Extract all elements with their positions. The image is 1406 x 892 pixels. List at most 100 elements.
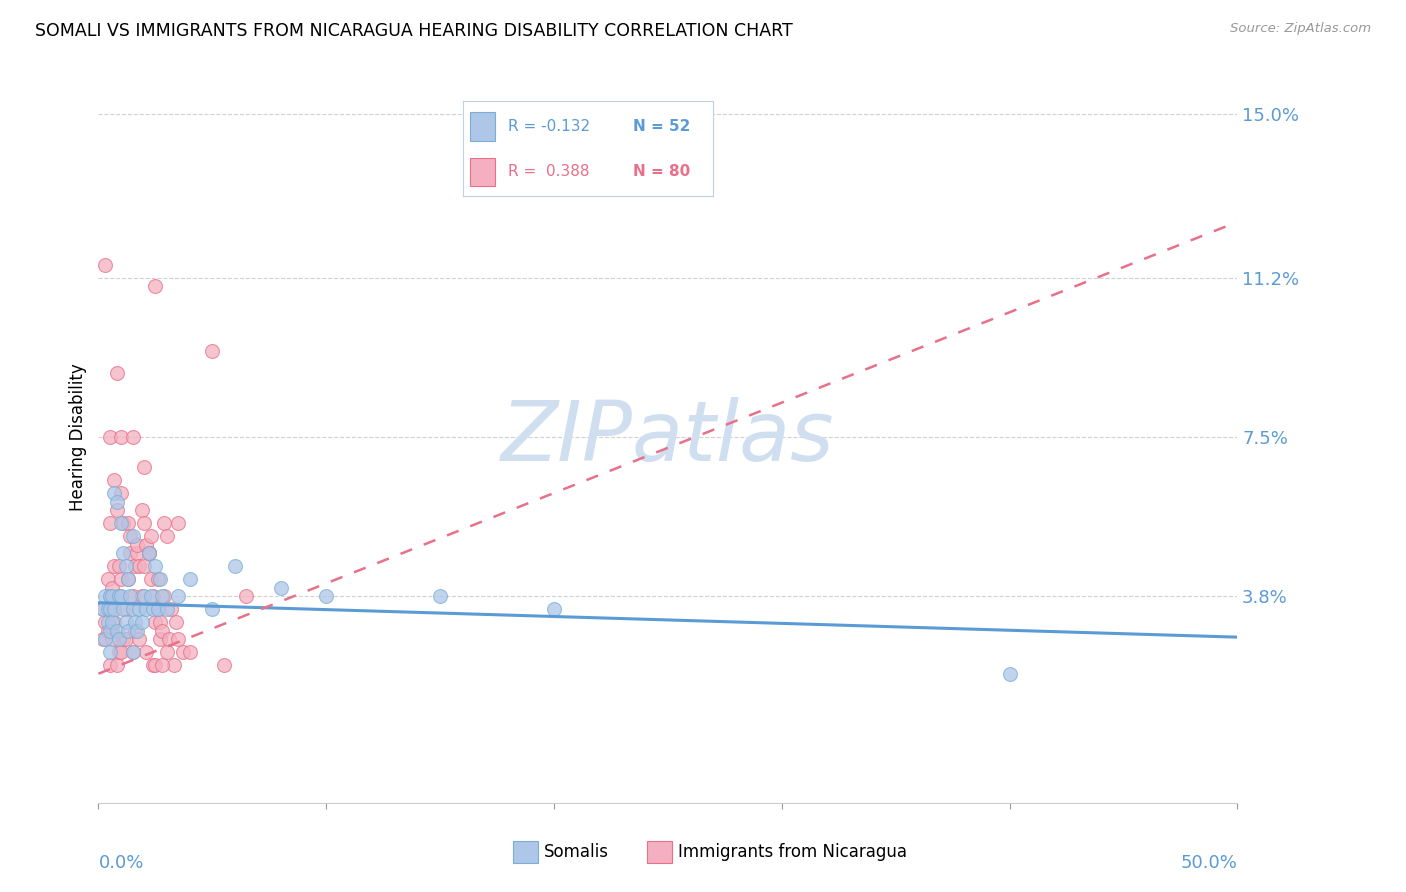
Point [110, 645, 132, 659]
Point [145, 279, 167, 293]
Point [150, 658, 173, 673]
Point [110, 589, 132, 603]
Text: Somalis: Somalis [544, 843, 609, 861]
Point [103, 602, 125, 616]
Point [127, 538, 149, 552]
Point [235, 589, 257, 603]
Point [108, 589, 131, 603]
Point [108, 645, 131, 659]
Point [121, 645, 143, 659]
Point [172, 645, 194, 659]
Point [224, 559, 246, 574]
Point [98, 430, 121, 444]
Point [145, 658, 167, 673]
Point [149, 632, 172, 647]
Point [142, 602, 165, 616]
Point [105, 658, 128, 673]
Point [94, 258, 117, 272]
Point [121, 602, 143, 616]
Point [91, 602, 114, 616]
Point [96, 572, 118, 586]
Point [103, 559, 125, 574]
Point [153, 589, 176, 603]
Point [128, 602, 150, 616]
Point [135, 538, 157, 552]
Point [117, 572, 139, 586]
Point [201, 602, 224, 616]
Point [131, 589, 153, 603]
Point [101, 632, 124, 647]
Point [135, 645, 157, 659]
Text: SOMALI VS IMMIGRANTS FROM NICARAGUA HEARING DISABILITY CORRELATION CHART: SOMALI VS IMMIGRANTS FROM NICARAGUA HEAR… [35, 22, 793, 40]
Point [94, 632, 117, 647]
Point [91, 632, 114, 647]
Point [156, 602, 179, 616]
Point [98, 624, 121, 638]
Point [114, 602, 136, 616]
Point [315, 589, 337, 603]
Point [121, 645, 143, 659]
Point [110, 516, 132, 530]
Point [98, 645, 121, 659]
Point [149, 572, 172, 586]
Point [156, 645, 179, 659]
Point [429, 589, 451, 603]
Point [98, 516, 121, 530]
Point [120, 529, 142, 543]
Text: 50.0%: 50.0% [1181, 854, 1237, 872]
Point [103, 473, 125, 487]
Text: 0.0%: 0.0% [98, 854, 143, 872]
Point [105, 503, 128, 517]
Point [167, 589, 190, 603]
Point [179, 572, 201, 586]
Point [124, 624, 146, 638]
Point [157, 632, 180, 647]
Point [128, 559, 150, 574]
Point [108, 559, 131, 574]
Point [160, 602, 183, 616]
Point [146, 602, 169, 616]
Point [543, 602, 565, 616]
Point [101, 624, 124, 638]
Point [132, 559, 155, 574]
Point [162, 658, 184, 673]
Text: Source: ZipAtlas.com: Source: ZipAtlas.com [1230, 22, 1371, 36]
Point [117, 624, 139, 638]
Y-axis label: Hearing Disability: Hearing Disability [69, 363, 87, 511]
Point [156, 529, 179, 543]
Point [153, 516, 176, 530]
Point [114, 559, 136, 574]
Point [103, 615, 125, 629]
Point [149, 615, 172, 629]
Point [138, 546, 160, 560]
Point [114, 632, 136, 647]
Point [165, 615, 187, 629]
Point [94, 589, 117, 603]
Point [110, 572, 132, 586]
Text: Immigrants from Nicaragua: Immigrants from Nicaragua [678, 843, 907, 861]
Point [112, 546, 135, 560]
Point [120, 589, 142, 603]
Point [167, 632, 190, 647]
Point [270, 581, 292, 595]
Point [96, 602, 118, 616]
Point [121, 430, 143, 444]
Text: ZIPatlas: ZIPatlas [501, 397, 835, 477]
Point [132, 460, 155, 475]
Point [101, 589, 124, 603]
Point [167, 516, 190, 530]
Point [121, 529, 143, 543]
Point [96, 624, 118, 638]
Point [110, 486, 132, 500]
Point [91, 602, 114, 616]
Point [112, 602, 135, 616]
Point [132, 516, 155, 530]
Point [146, 602, 169, 616]
Point [146, 572, 169, 586]
Point [127, 624, 149, 638]
Point [114, 615, 136, 629]
Point [179, 645, 201, 659]
Point [120, 546, 142, 560]
Point [142, 589, 165, 603]
Point [127, 546, 149, 560]
